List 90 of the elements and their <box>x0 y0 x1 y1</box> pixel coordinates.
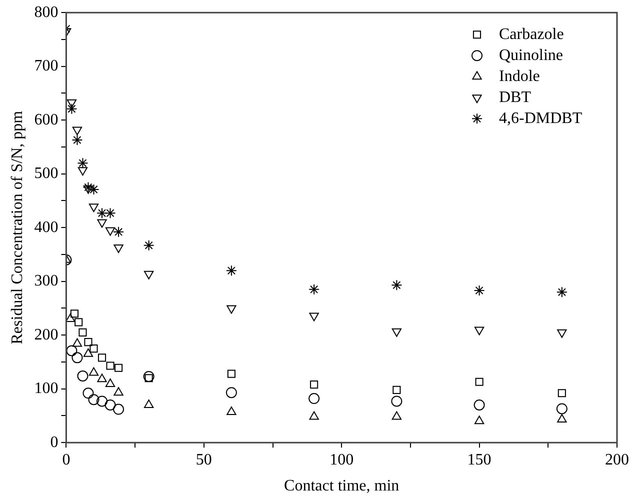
point <box>227 370 236 378</box>
point <box>309 411 319 420</box>
point <box>226 387 237 398</box>
point <box>88 394 100 406</box>
point <box>391 396 402 407</box>
point <box>113 226 124 238</box>
legend-label: DBT <box>499 88 532 106</box>
y-tick-label: 500 <box>34 165 58 182</box>
point <box>98 354 106 362</box>
point <box>474 416 484 424</box>
legend-label: Carbazole <box>499 26 564 43</box>
point <box>114 387 124 396</box>
point <box>96 396 108 407</box>
point <box>106 362 114 370</box>
point <box>308 284 320 295</box>
point <box>105 378 116 388</box>
point <box>309 312 319 322</box>
point <box>83 348 94 357</box>
point <box>558 389 566 398</box>
point <box>82 182 94 193</box>
y-tick-label: 0 <box>50 434 58 451</box>
point <box>74 318 83 326</box>
point <box>226 406 236 415</box>
legend-label: 4,6-DMDBT <box>499 110 582 127</box>
point <box>114 364 123 372</box>
point <box>226 265 237 276</box>
point <box>72 134 83 146</box>
y-tick-label: 400 <box>34 218 58 236</box>
x-tick-label: 150 <box>467 451 492 468</box>
point <box>70 310 78 318</box>
point <box>143 370 154 382</box>
y-tick-label: 200 <box>34 326 58 344</box>
point <box>82 388 94 399</box>
point <box>105 227 116 236</box>
point <box>474 326 484 336</box>
point <box>113 404 124 415</box>
point <box>66 345 78 356</box>
point <box>78 328 87 336</box>
point <box>556 286 568 298</box>
point <box>310 380 318 389</box>
point <box>104 208 116 219</box>
point <box>90 344 98 353</box>
point <box>72 126 82 136</box>
point <box>104 399 116 410</box>
point <box>88 367 99 376</box>
point <box>97 219 107 228</box>
point <box>114 244 124 253</box>
legend-label: Quinoline <box>499 46 563 64</box>
point <box>66 103 78 114</box>
point <box>391 280 402 291</box>
point <box>77 370 88 382</box>
x-tick-label: 100 <box>330 451 354 468</box>
point <box>392 411 402 420</box>
point <box>66 313 76 322</box>
point <box>66 99 77 108</box>
point <box>144 399 154 408</box>
point <box>475 378 484 386</box>
point <box>392 386 401 394</box>
point <box>143 240 154 251</box>
point <box>556 403 568 414</box>
point <box>88 204 99 212</box>
y-tick-label: 800 <box>34 4 58 21</box>
point <box>77 158 88 169</box>
point <box>557 329 567 338</box>
point <box>83 185 94 194</box>
x-tick-label: 200 <box>605 451 629 468</box>
point <box>474 284 485 296</box>
point <box>84 338 92 346</box>
point <box>88 184 100 195</box>
x-axis-title: Contact time, min <box>284 478 400 495</box>
point <box>308 393 320 404</box>
point <box>78 167 88 176</box>
point <box>97 374 107 382</box>
x-tick-label: 0 <box>62 451 70 468</box>
point <box>392 328 402 337</box>
point <box>72 338 82 347</box>
legend-label: Indole <box>499 68 540 85</box>
point <box>96 208 108 219</box>
y-axis-title: Residual Concentration of S/N, ppm <box>8 110 26 344</box>
x-tick-label: 50 <box>196 451 212 468</box>
y-tick-label: 100 <box>34 380 58 398</box>
y-tick-label: 600 <box>34 111 58 128</box>
y-tick-label: 300 <box>34 272 58 290</box>
point <box>144 374 153 382</box>
point <box>474 399 485 410</box>
point <box>72 352 83 364</box>
point <box>557 414 567 422</box>
point <box>144 270 154 280</box>
point <box>226 305 236 314</box>
y-tick-label: 700 <box>34 58 58 75</box>
